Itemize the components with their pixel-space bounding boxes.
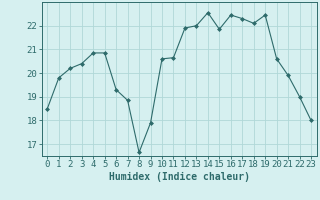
X-axis label: Humidex (Indice chaleur): Humidex (Indice chaleur) xyxy=(109,172,250,182)
